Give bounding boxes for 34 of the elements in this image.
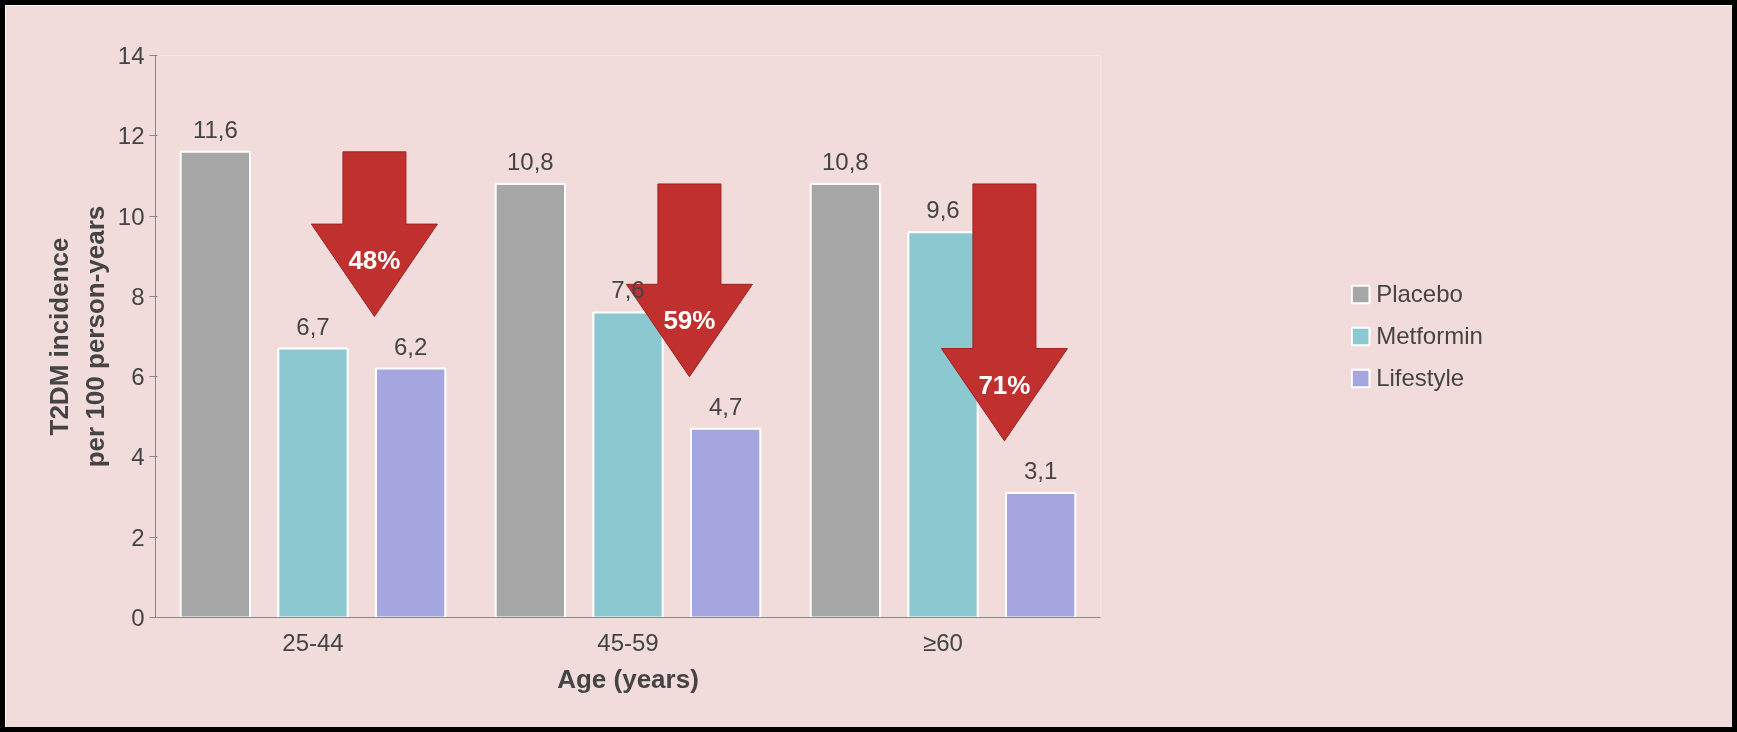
y-tick-label: 10	[117, 202, 145, 230]
y-tick-label: 2	[131, 523, 145, 551]
annotation: 71%	[978, 369, 1031, 400]
y-tick-label: 14	[117, 42, 145, 69]
legend-label: Metformin	[1376, 322, 1483, 350]
data-label: 6,7	[296, 312, 330, 340]
legend-label: Placebo	[1376, 280, 1463, 308]
x-tick-label: 45-59	[597, 628, 659, 656]
bar	[277, 347, 349, 618]
y-tick-label: 12	[117, 122, 145, 150]
y-tick-label: 6	[131, 363, 145, 391]
legend-label: Lifestyle	[1376, 364, 1465, 392]
y-tick-label: 4	[131, 443, 145, 471]
x-tick-label: 25-44	[282, 628, 344, 656]
x-axis-title: Age (years)	[557, 663, 699, 694]
bar	[494, 182, 566, 618]
data-label: 9,6	[926, 196, 960, 224]
y-axis-title: T2DM incidence per 100 person-years	[43, 205, 110, 468]
annotation: 48%	[348, 245, 401, 276]
bar	[179, 150, 251, 618]
x-tick-label: ≥60	[923, 628, 963, 656]
data-label: 4,7	[708, 392, 743, 420]
annotation: 59%	[663, 305, 716, 336]
bar	[690, 427, 762, 618]
y-tick-label: 0	[131, 604, 145, 631]
data-label: 11,6	[192, 115, 238, 143]
y-tick-label: 8	[131, 282, 145, 310]
data-label: 3,1	[1023, 457, 1058, 485]
data-label: 6,2	[393, 332, 428, 360]
data-label: 10,8	[506, 147, 554, 175]
data-label: 10,8	[821, 147, 869, 175]
bar	[1005, 492, 1077, 618]
bar	[809, 182, 881, 618]
bar	[375, 367, 447, 618]
